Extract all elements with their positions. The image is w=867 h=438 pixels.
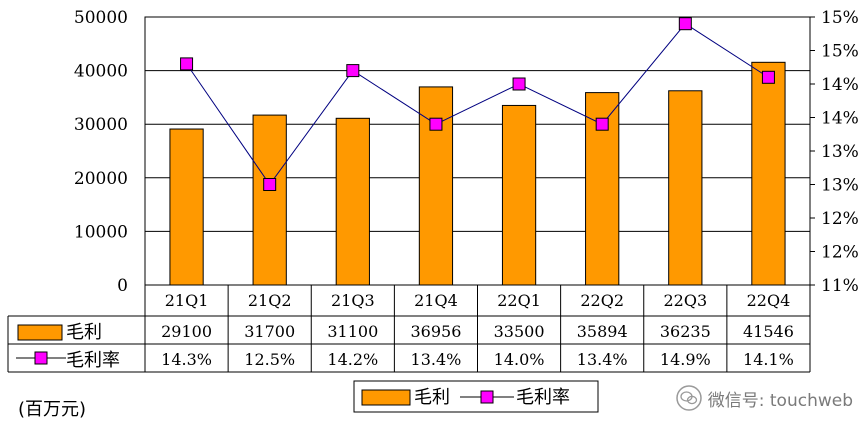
row-header-bar: 毛利	[66, 322, 102, 343]
bar	[501, 104, 537, 286]
rate-markers	[180, 17, 775, 191]
unit-label: (百万元)	[18, 399, 86, 420]
bar-value-label: 35894	[577, 322, 628, 341]
data-table: 21Q1 29100 14.3% 21Q2 31700 12.5% 21Q3 31100 14.…	[7, 285, 811, 373]
rate-value-label: 14.9%	[660, 350, 711, 369]
bar	[751, 61, 786, 286]
y-tick-label: 40000	[74, 62, 128, 82]
rate-marker	[761, 70, 775, 84]
bar	[668, 90, 703, 286]
y2-tick-label: 14%	[821, 75, 859, 95]
rate-marker	[512, 77, 526, 91]
y2-tick-label: 15%	[821, 42, 859, 62]
y2-tick-label: 12%	[821, 243, 859, 263]
gridlines	[145, 70, 810, 232]
rate-marker	[180, 57, 194, 71]
rate-marker	[429, 117, 443, 131]
watermark: 微信号: touchweb	[676, 385, 853, 411]
y-tick-label: 20000	[74, 169, 128, 189]
rate-value-label: 14.0%	[494, 350, 545, 369]
y2-tick-label: 13%	[821, 142, 859, 162]
rate-value-label: 14.2%	[327, 350, 378, 369]
rate-value-label: 12.5%	[244, 350, 295, 369]
y-tick-label: 30000	[74, 115, 128, 135]
axes: 50000 40000 30000 20000 10000 0 15% 15% 14% 14% 13…	[74, 8, 859, 296]
category-label: 21Q3	[331, 291, 375, 310]
legend: 毛利 毛利率	[353, 380, 599, 413]
category-label: 22Q1	[497, 291, 541, 310]
legend-label-rate: 毛利率	[516, 387, 570, 408]
rate-value-label: 14.3%	[161, 350, 212, 369]
rate-value-label: 14.1%	[743, 350, 794, 369]
category-label: 21Q1	[165, 291, 209, 310]
rate-value-label: 13.4%	[411, 350, 462, 369]
y2-tick-label: 11%	[821, 276, 859, 296]
watermark-text: 微信号: touchweb	[707, 390, 853, 411]
category-label: 22Q4	[747, 291, 791, 310]
bar-value-label: 31700	[244, 322, 295, 341]
y2-tick-label: 14%	[821, 109, 859, 129]
y-tick-label: 0	[117, 276, 128, 296]
legend-key-marker	[480, 390, 494, 404]
bar	[169, 128, 204, 286]
category-label: 22Q3	[663, 291, 707, 310]
rate-marker	[263, 178, 277, 191]
rate-marker	[678, 17, 692, 31]
legend-key-bar	[361, 389, 411, 406]
rate-line	[186, 23, 769, 186]
row-header-rate: 毛利率	[66, 350, 120, 371]
wechat-icon	[676, 385, 702, 411]
category-label: 21Q4	[414, 291, 458, 310]
y-tick-label: 10000	[74, 222, 128, 242]
y2-tick-label: 15%	[821, 8, 859, 28]
bar-value-label: 36235	[660, 322, 711, 341]
rate-value-label: 13.4%	[577, 350, 628, 369]
row-key-bar	[17, 324, 63, 341]
rate-marker	[346, 64, 360, 78]
bar-value-label: 36956	[410, 322, 461, 341]
y-tick-label: 50000	[74, 8, 128, 28]
y2-tick-label: 12%	[821, 209, 859, 229]
bar-value-label: 29100	[161, 322, 212, 341]
y2-tick-label: 13%	[821, 176, 859, 196]
plot-frame	[144, 16, 811, 286]
category-label: 21Q2	[248, 291, 292, 310]
legend-label-bar: 毛利	[414, 387, 450, 408]
bar	[335, 117, 370, 286]
bar-value-label: 33500	[494, 322, 545, 341]
row-key-marker	[34, 351, 48, 365]
category-label: 22Q2	[580, 291, 624, 310]
bar	[252, 114, 287, 286]
bar-value-label: 41546	[743, 322, 794, 341]
bar-value-label: 31100	[327, 322, 378, 341]
rate-line-path	[186, 23, 769, 186]
rate-marker	[595, 117, 609, 131]
